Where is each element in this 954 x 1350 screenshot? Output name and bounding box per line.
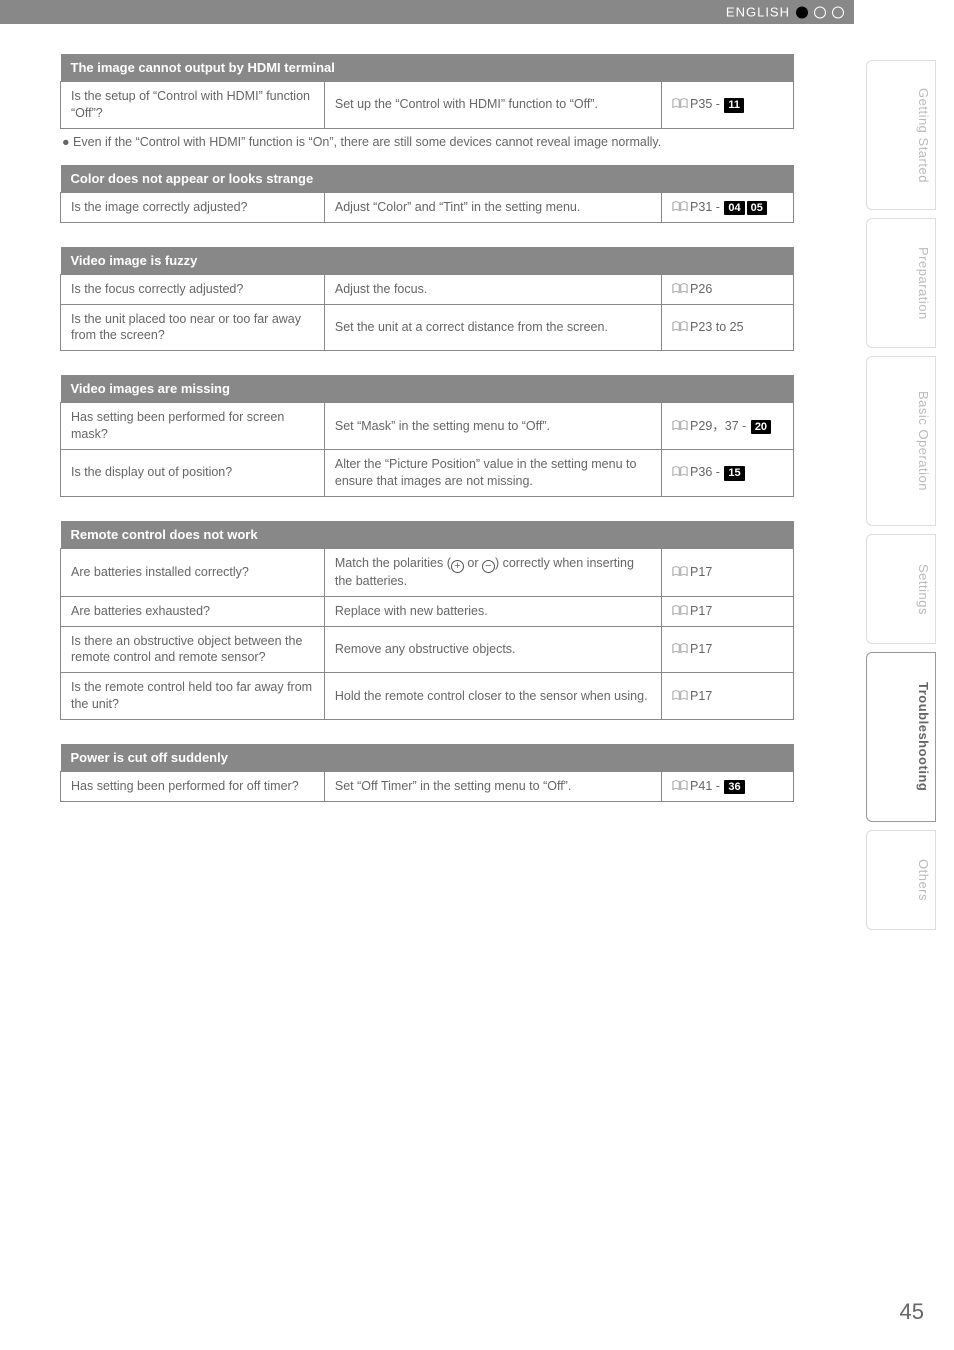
question-cell: Is the image correctly adjusted? — [61, 192, 325, 222]
trouble-section-table: Video image is fuzzyIs the focus correct… — [60, 247, 794, 352]
book-icon — [672, 320, 688, 331]
book-icon — [672, 779, 688, 790]
spacer — [60, 357, 794, 375]
table-row: Has setting been performed for screen ma… — [61, 403, 794, 450]
answer-cell: Replace with new batteries. — [324, 596, 661, 626]
section-title: Remote control does not work — [61, 521, 794, 549]
page-indicator-dot — [814, 6, 826, 18]
main-content: The image cannot output by HDMI terminal… — [0, 24, 854, 826]
reference-cell: P17 — [662, 673, 794, 720]
answer-cell: Alter the “Picture Position” value in th… — [324, 450, 661, 497]
reference-cell: P23 to 25 — [662, 304, 794, 351]
top-header-bar: ENGLISH — [0, 0, 854, 24]
answer-cell: Adjust “Color” and “Tint” in the setting… — [324, 192, 661, 222]
book-icon — [672, 200, 688, 211]
book-icon — [672, 604, 688, 615]
question-cell: Is there an obstructive object between t… — [61, 626, 325, 673]
answer-cell: Set the unit at a correct distance from … — [324, 304, 661, 351]
table-row: Is the unit placed too near or too far a… — [61, 304, 794, 351]
reference-cell: P17 — [662, 596, 794, 626]
reference-cell: P41 - 36 — [662, 772, 794, 802]
table-row: Has setting been performed for off timer… — [61, 772, 794, 802]
table-row: Is the remote control held too far away … — [61, 673, 794, 720]
book-icon — [672, 465, 688, 476]
side-tab-basic-operation[interactable]: Basic Operation — [866, 356, 936, 526]
question-cell: Is the remote control held too far away … — [61, 673, 325, 720]
table-row: Is there an obstructive object between t… — [61, 626, 794, 673]
answer-cell: Remove any obstructive objects. — [324, 626, 661, 673]
answer-cell: Adjust the focus. — [324, 274, 661, 304]
trouble-section-table: Color does not appear or looks strangeIs… — [60, 165, 794, 223]
table-row: Is the display out of position?Alter the… — [61, 450, 794, 497]
side-tab-others[interactable]: Others — [866, 830, 936, 930]
spacer — [60, 726, 794, 744]
reference-cell: P26 — [662, 274, 794, 304]
section-title: Video image is fuzzy — [61, 247, 794, 275]
book-icon — [672, 419, 688, 430]
ref-badge: 04 — [724, 201, 744, 215]
book-icon — [672, 565, 688, 576]
ref-badge: 20 — [751, 420, 771, 434]
section-title: The image cannot output by HDMI terminal — [61, 54, 794, 82]
table-row: Are batteries installed correctly?Match … — [61, 548, 794, 596]
trouble-section-table: Remote control does not workAre batterie… — [60, 521, 794, 720]
spacer — [60, 229, 794, 247]
table-row: Are batteries exhausted?Replace with new… — [61, 596, 794, 626]
language-indicator: ENGLISH — [726, 5, 844, 20]
answer-cell: Set “Off Timer” in the setting menu to “… — [324, 772, 661, 802]
question-cell: Has setting been performed for off timer… — [61, 772, 325, 802]
reference-cell: P31 - 0405 — [662, 192, 794, 222]
answer-cell: Set “Mask” in the setting menu to “Off”. — [324, 403, 661, 450]
section-title: Power is cut off suddenly — [61, 744, 794, 772]
question-cell: Is the setup of “Control with HDMI” func… — [61, 82, 325, 129]
side-tab-troubleshooting[interactable]: Troubleshooting — [866, 652, 936, 822]
side-tab-preparation[interactable]: Preparation — [866, 218, 936, 348]
spacer — [60, 503, 794, 521]
ref-badge: 36 — [724, 780, 744, 794]
ref-badge: 11 — [724, 98, 744, 112]
ref-badge: 15 — [724, 466, 744, 480]
reference-cell: P35 - 11 — [662, 82, 794, 129]
table-row: Is the focus correctly adjusted?Adjust t… — [61, 274, 794, 304]
side-tab-getting-started[interactable]: Getting Started — [866, 60, 936, 210]
spacer — [60, 808, 794, 826]
book-icon — [672, 97, 688, 108]
section-title: Color does not appear or looks strange — [61, 165, 794, 193]
section-note: Even if the “Control with HDMI” function… — [62, 135, 794, 149]
question-cell: Is the unit placed too near or too far a… — [61, 304, 325, 351]
answer-cell: Set up the “Control with HDMI” function … — [324, 82, 661, 129]
reference-cell: P17 — [662, 626, 794, 673]
book-icon — [672, 282, 688, 293]
question-cell: Are batteries exhausted? — [61, 596, 325, 626]
trouble-section-table: Video images are missingHas setting been… — [60, 375, 794, 497]
question-cell: Has setting been performed for screen ma… — [61, 403, 325, 450]
answer-cell: Match the polarities (+ or −) correctly … — [324, 548, 661, 596]
side-tab-settings[interactable]: Settings — [866, 534, 936, 644]
table-row: Is the image correctly adjusted?Adjust “… — [61, 192, 794, 222]
ref-badge: 05 — [747, 201, 767, 215]
book-icon — [672, 689, 688, 700]
section-title: Video images are missing — [61, 375, 794, 403]
trouble-section-table: Power is cut off suddenlyHas setting bee… — [60, 744, 794, 802]
page-indicator-dot-active — [796, 6, 808, 18]
question-cell: Is the focus correctly adjusted? — [61, 274, 325, 304]
trouble-section-table: The image cannot output by HDMI terminal… — [60, 54, 794, 129]
answer-cell: Hold the remote control closer to the se… — [324, 673, 661, 720]
reference-cell: P29，37 - 20 — [662, 403, 794, 450]
language-label: ENGLISH — [726, 5, 790, 20]
table-row: Is the setup of “Control with HDMI” func… — [61, 82, 794, 129]
page-indicator-dot — [832, 6, 844, 18]
question-cell: Are batteries installed correctly? — [61, 548, 325, 596]
book-icon — [672, 642, 688, 653]
reference-cell: P36 - 15 — [662, 450, 794, 497]
reference-cell: P17 — [662, 548, 794, 596]
page-number: 45 — [900, 1299, 924, 1325]
question-cell: Is the display out of position? — [61, 450, 325, 497]
section-tabs: Getting Started Preparation Basic Operatio… — [866, 60, 936, 938]
